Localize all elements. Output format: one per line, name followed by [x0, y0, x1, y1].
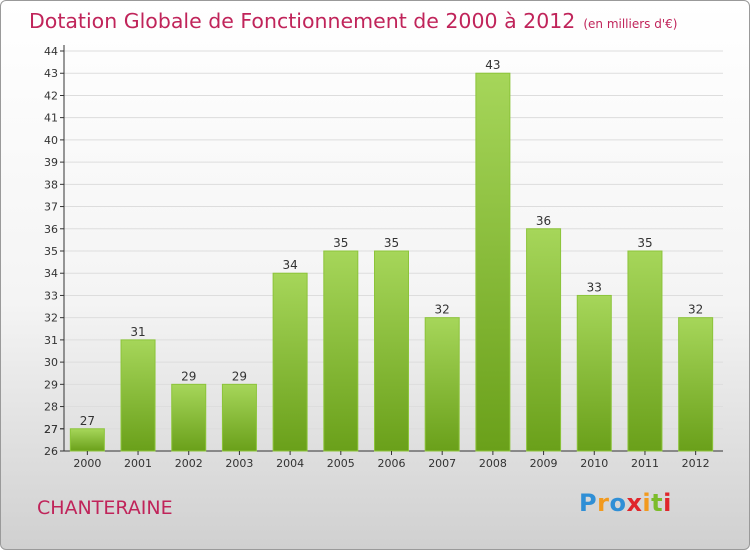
- y-tick-label: 44: [44, 45, 58, 58]
- y-tick-label: 37: [44, 201, 58, 214]
- y-tick-label: 42: [44, 89, 58, 102]
- y-tick-label: 39: [44, 156, 58, 169]
- bar: [576, 294, 612, 452]
- y-tick-label: 29: [44, 378, 58, 391]
- x-tick-label: 2006: [378, 457, 406, 470]
- bar-value-label: 35: [637, 236, 652, 250]
- x-tick-label: 2004: [276, 457, 304, 470]
- bar: [69, 428, 105, 452]
- y-tick-label: 34: [44, 267, 58, 280]
- y-tick-label: 38: [44, 178, 58, 191]
- chart-title-main: Dotation Globale de Fonctionnement de 20…: [29, 9, 576, 33]
- x-tick-label: 2007: [428, 457, 456, 470]
- x-tick-label: 2003: [225, 457, 253, 470]
- y-tick-label: 27: [44, 423, 58, 436]
- bar-value-label: 43: [485, 58, 500, 72]
- x-tick-label: 2012: [682, 457, 710, 470]
- bar: [221, 383, 257, 452]
- bar: [272, 272, 308, 452]
- x-tick-label: 2009: [530, 457, 558, 470]
- x-tick-label: 2011: [631, 457, 659, 470]
- proxiti-logo: Proxiti: [579, 489, 672, 517]
- bar: [424, 317, 460, 452]
- bar: [120, 339, 156, 452]
- bar-value-label: 32: [688, 303, 703, 317]
- bar-value-label: 27: [80, 414, 95, 428]
- bar-value-label: 29: [181, 369, 196, 383]
- y-tick-label: 43: [44, 67, 58, 80]
- y-tick-label: 32: [44, 312, 58, 325]
- bar: [374, 250, 409, 452]
- bar-value-label: 33: [587, 280, 602, 294]
- y-tick-label: 30: [44, 356, 58, 369]
- y-tick-label: 35: [44, 245, 58, 258]
- bar: [171, 383, 207, 452]
- y-tick-label: 27: [44, 423, 58, 436]
- chart-title-unit: (en milliers d'€): [583, 17, 678, 31]
- y-tick-label: 33: [44, 289, 58, 302]
- bar-value-label: 29: [232, 369, 247, 383]
- y-tick-label: 40: [44, 134, 58, 147]
- bar: [475, 72, 511, 452]
- bar-value-label: 34: [282, 258, 297, 272]
- place-name: CHANTERAINE: [37, 497, 173, 519]
- x-tick-label: 2000: [73, 457, 101, 470]
- x-tick-label: 2008: [479, 457, 507, 470]
- y-tick-label: 41: [44, 112, 58, 125]
- bar-value-label: 35: [384, 236, 399, 250]
- bar-value-label: 32: [435, 303, 450, 317]
- bar: [678, 317, 714, 452]
- bar: [627, 250, 663, 452]
- bar-value-label: 31: [130, 325, 145, 339]
- x-tick-label: 2010: [580, 457, 608, 470]
- bar-value-label: 36: [536, 214, 551, 228]
- y-tick-label: 36: [44, 223, 58, 236]
- bar: [323, 250, 359, 452]
- y-tick-label: 31: [44, 334, 58, 347]
- x-tick-label: 2002: [175, 457, 203, 470]
- x-tick-label: 2005: [327, 457, 355, 470]
- y-tick-label: 28: [44, 401, 58, 414]
- bar-value-label: 35: [333, 236, 348, 250]
- x-tick-label: 2001: [124, 457, 152, 470]
- chart-title: Dotation Globale de Fonctionnement de 20…: [29, 9, 677, 33]
- y-tick-label: 26: [44, 445, 58, 458]
- bar: [526, 228, 562, 452]
